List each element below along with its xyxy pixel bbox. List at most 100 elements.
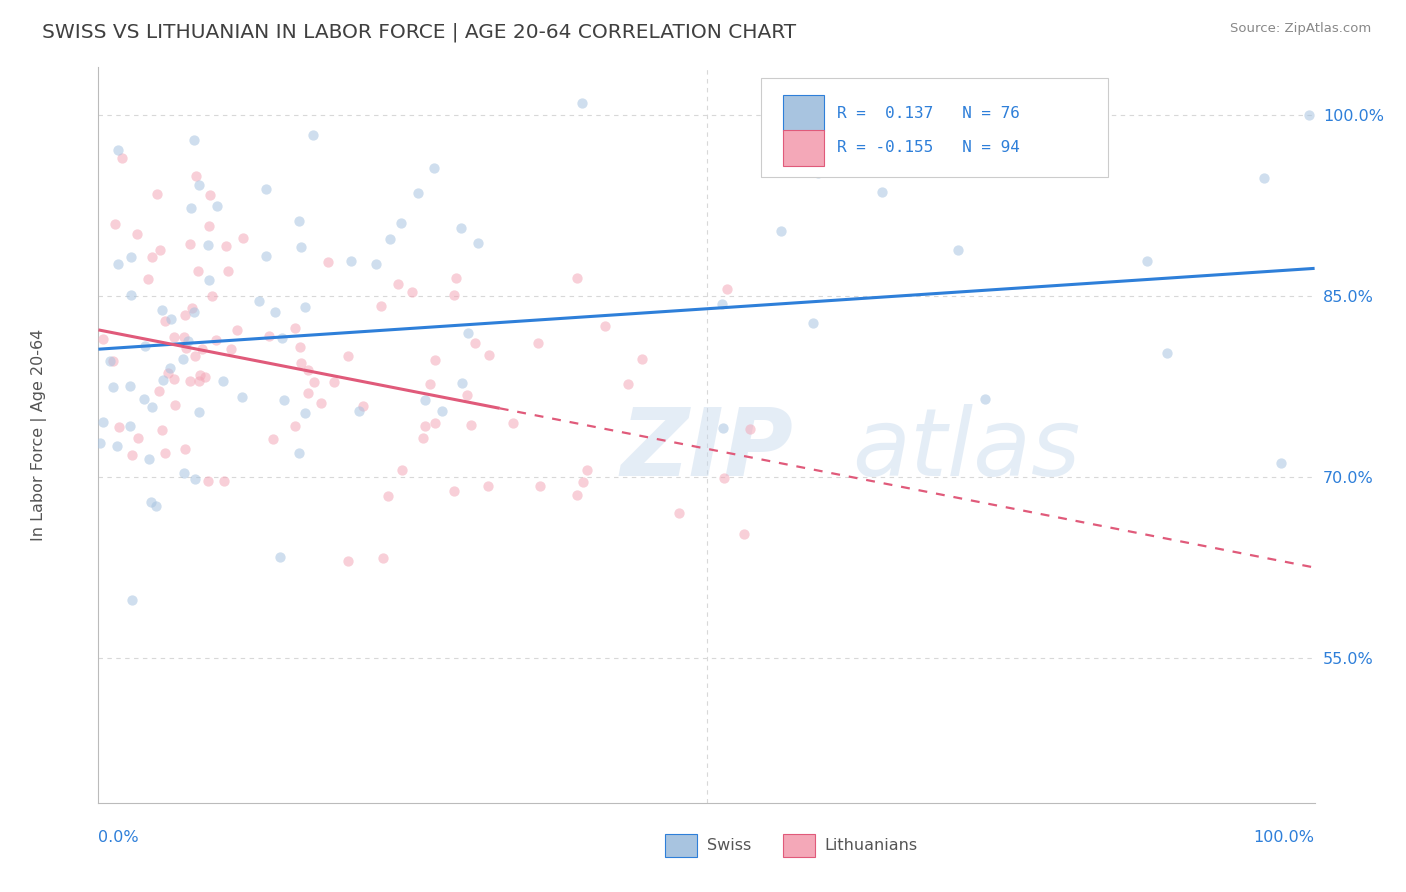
Point xyxy=(423,161,446,175)
Point xyxy=(180,201,202,215)
Point xyxy=(211,374,233,388)
Point xyxy=(118,379,141,393)
Point xyxy=(387,277,409,291)
Point xyxy=(176,334,198,348)
Point xyxy=(257,329,280,343)
Point xyxy=(179,237,201,252)
FancyBboxPatch shape xyxy=(783,130,824,166)
Point xyxy=(339,253,361,268)
Point xyxy=(179,374,201,388)
Point xyxy=(413,419,436,434)
Point xyxy=(159,360,181,375)
Point xyxy=(391,463,413,477)
Point xyxy=(946,243,969,257)
Point xyxy=(197,238,219,252)
Point xyxy=(188,374,211,388)
Point xyxy=(232,231,254,245)
Point xyxy=(121,593,143,607)
Point xyxy=(478,348,501,362)
Point xyxy=(187,405,209,419)
Point xyxy=(91,415,114,429)
Point xyxy=(120,250,142,264)
Point xyxy=(371,551,394,566)
Point xyxy=(443,484,465,499)
Point xyxy=(378,232,401,246)
Point xyxy=(160,311,183,326)
Point xyxy=(89,436,111,450)
Point xyxy=(288,214,311,228)
Point xyxy=(413,392,436,407)
Point xyxy=(322,375,344,389)
Point xyxy=(136,272,159,286)
Point xyxy=(101,354,124,368)
Point xyxy=(183,305,205,319)
Point xyxy=(567,271,589,285)
Point xyxy=(711,296,734,310)
FancyBboxPatch shape xyxy=(761,78,1108,178)
Point xyxy=(247,294,270,309)
Point xyxy=(425,416,447,430)
Text: 0.0%: 0.0% xyxy=(98,830,139,845)
Point xyxy=(288,340,311,354)
Point xyxy=(502,416,524,430)
Point xyxy=(148,384,170,398)
Point xyxy=(132,392,155,406)
Point xyxy=(294,300,316,314)
Text: atlas: atlas xyxy=(852,404,1081,495)
Point xyxy=(571,475,593,490)
Point xyxy=(150,423,173,437)
Point xyxy=(201,289,224,303)
Point xyxy=(111,152,134,166)
Point xyxy=(264,305,287,319)
Point xyxy=(107,143,129,157)
FancyBboxPatch shape xyxy=(665,834,697,857)
Point xyxy=(217,263,239,277)
Point xyxy=(104,218,127,232)
Text: Lithuanians: Lithuanians xyxy=(824,838,918,853)
Point xyxy=(595,319,617,334)
Point xyxy=(770,224,793,238)
Point xyxy=(297,362,319,376)
Point xyxy=(190,342,212,356)
Point xyxy=(163,398,186,412)
Text: 100.0%: 100.0% xyxy=(1254,830,1315,845)
Point xyxy=(146,186,169,201)
Point xyxy=(1253,170,1275,185)
Text: SWISS VS LITHUANIAN IN LABOR FORCE | AGE 20-64 CORRELATION CHART: SWISS VS LITHUANIAN IN LABOR FORCE | AGE… xyxy=(42,22,796,42)
Point xyxy=(187,264,209,278)
Point xyxy=(254,249,277,263)
Point xyxy=(198,188,221,202)
Point xyxy=(567,488,589,502)
Point xyxy=(302,375,325,389)
Point xyxy=(364,257,387,271)
Point xyxy=(141,250,163,264)
Point xyxy=(118,418,141,433)
Point xyxy=(575,463,598,477)
Point xyxy=(406,186,429,200)
Point xyxy=(174,341,197,355)
Point xyxy=(108,420,131,434)
Point xyxy=(347,404,370,418)
Point xyxy=(105,439,128,453)
Point xyxy=(141,495,163,509)
Point xyxy=(456,388,478,402)
Text: R =  0.137   N = 76: R = 0.137 N = 76 xyxy=(837,106,1019,120)
Point xyxy=(138,452,160,467)
Point xyxy=(184,349,207,363)
Point xyxy=(450,376,472,390)
Point xyxy=(204,334,226,348)
Point xyxy=(125,227,148,242)
Point xyxy=(269,549,291,564)
Point xyxy=(801,316,824,330)
Point xyxy=(150,303,173,318)
Point xyxy=(173,466,195,480)
Point xyxy=(120,288,142,302)
Point xyxy=(152,373,174,387)
Point xyxy=(571,96,593,111)
Point xyxy=(872,185,894,199)
Point xyxy=(337,349,360,363)
Point xyxy=(127,431,149,445)
Point xyxy=(316,255,339,269)
Point xyxy=(806,166,828,180)
Point xyxy=(529,478,551,492)
